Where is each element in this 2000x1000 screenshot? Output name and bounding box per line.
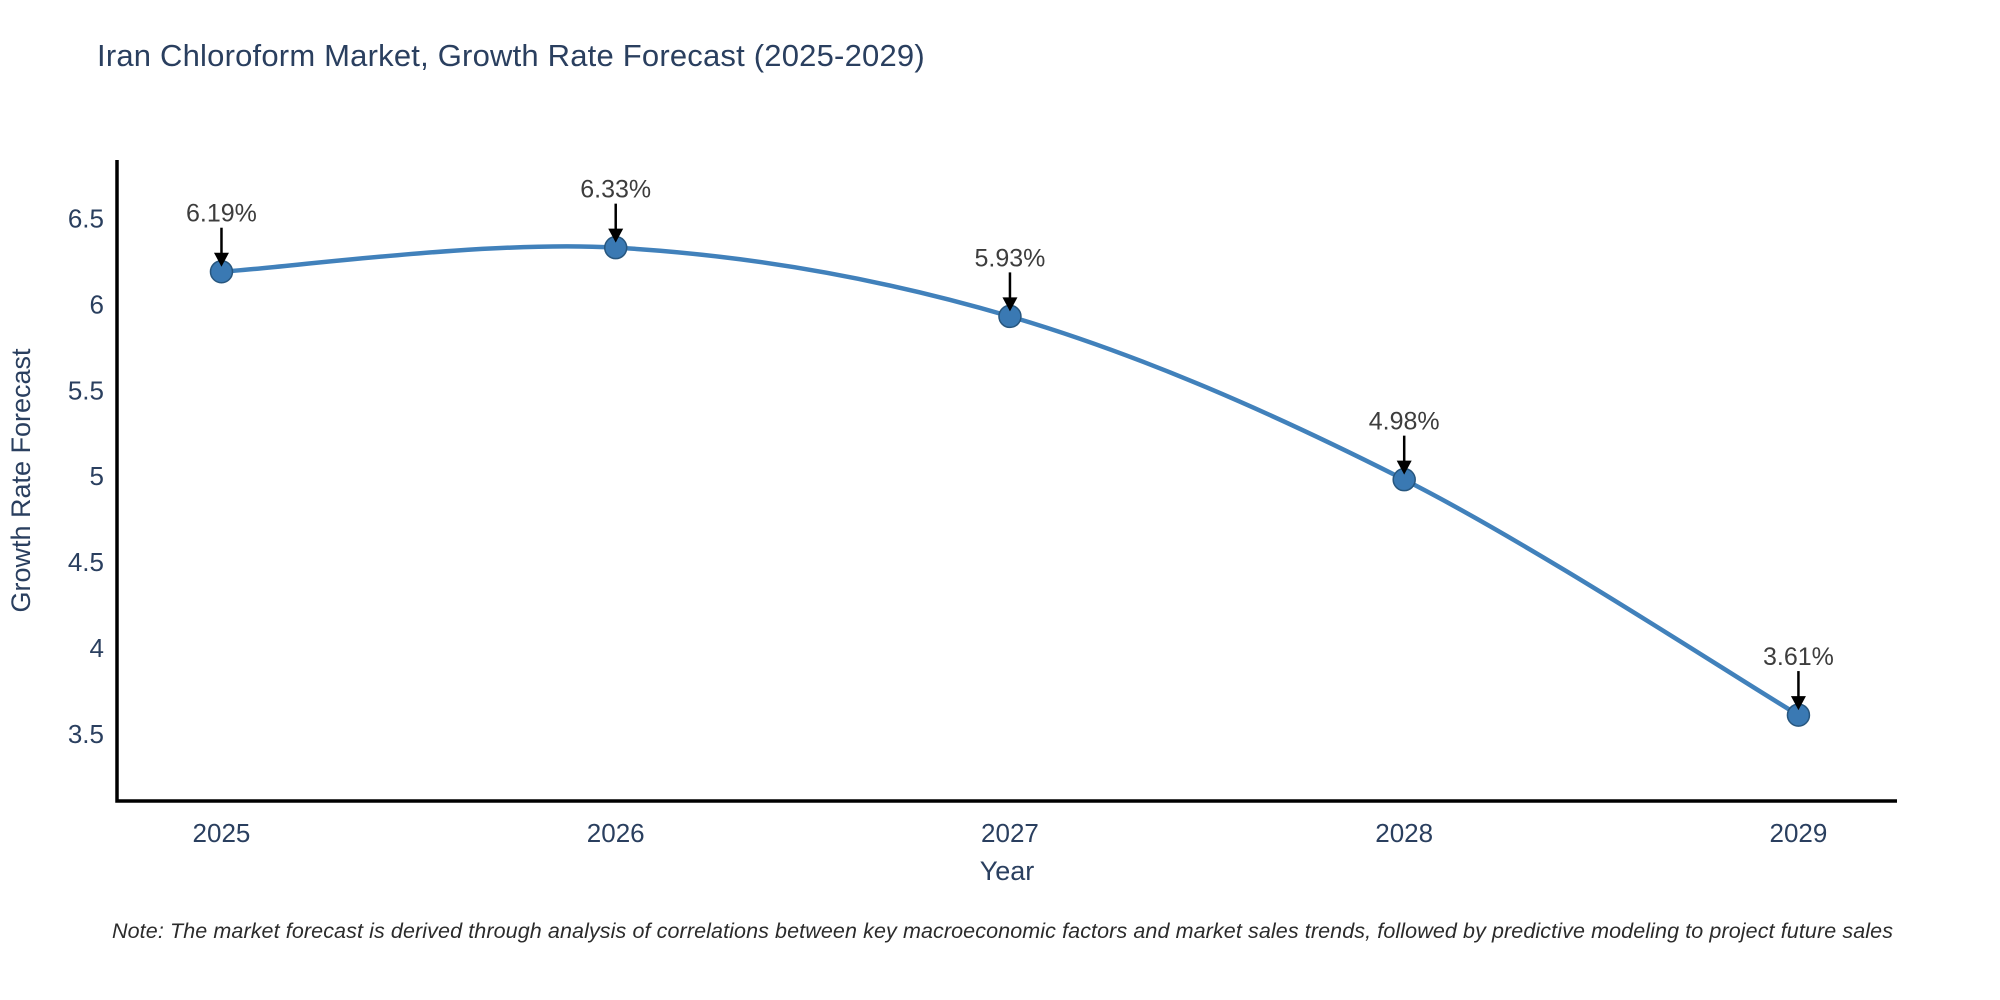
y-tick-label: 5 [90, 461, 104, 491]
data-point-label: 4.98% [1369, 408, 1440, 436]
annotation-arrowhead-icon [1002, 297, 1018, 312]
data-point-label: 3.61% [1763, 643, 1834, 671]
y-tick-label: 4 [90, 633, 104, 663]
data-point-label: 5.93% [975, 244, 1046, 272]
x-tick-label: 2028 [1375, 818, 1433, 848]
annotation-arrowhead-icon [1790, 696, 1806, 711]
data-point-label: 6.33% [580, 176, 651, 204]
axis-lines [115, 160, 1897, 803]
x-tick-label: 2025 [193, 818, 251, 848]
y-tick-label: 6 [90, 289, 104, 319]
x-axis-title: Year [980, 856, 1035, 886]
x-tick-label: 2029 [1770, 818, 1828, 848]
y-tick-label: 5.5 [68, 375, 104, 405]
y-tick-label: 4.5 [68, 547, 104, 577]
x-tick-label: 2026 [587, 818, 645, 848]
y-tick-label: 3.5 [68, 719, 104, 749]
annotation-arrowhead-icon [1396, 460, 1412, 475]
annotation-arrowhead-icon [213, 252, 229, 267]
data-point-label: 6.19% [186, 200, 257, 228]
chart-footnote: Note: The market forecast is derived thr… [112, 919, 1894, 943]
y-tick-label: 6.5 [68, 203, 104, 233]
annotation-arrowhead-icon [608, 228, 624, 243]
x-tick-label: 2027 [981, 818, 1039, 848]
y-axis-title: Growth Rate Forecast [6, 348, 36, 613]
chart-title: Iran Chloroform Market, Growth Rate Fore… [97, 38, 925, 73]
